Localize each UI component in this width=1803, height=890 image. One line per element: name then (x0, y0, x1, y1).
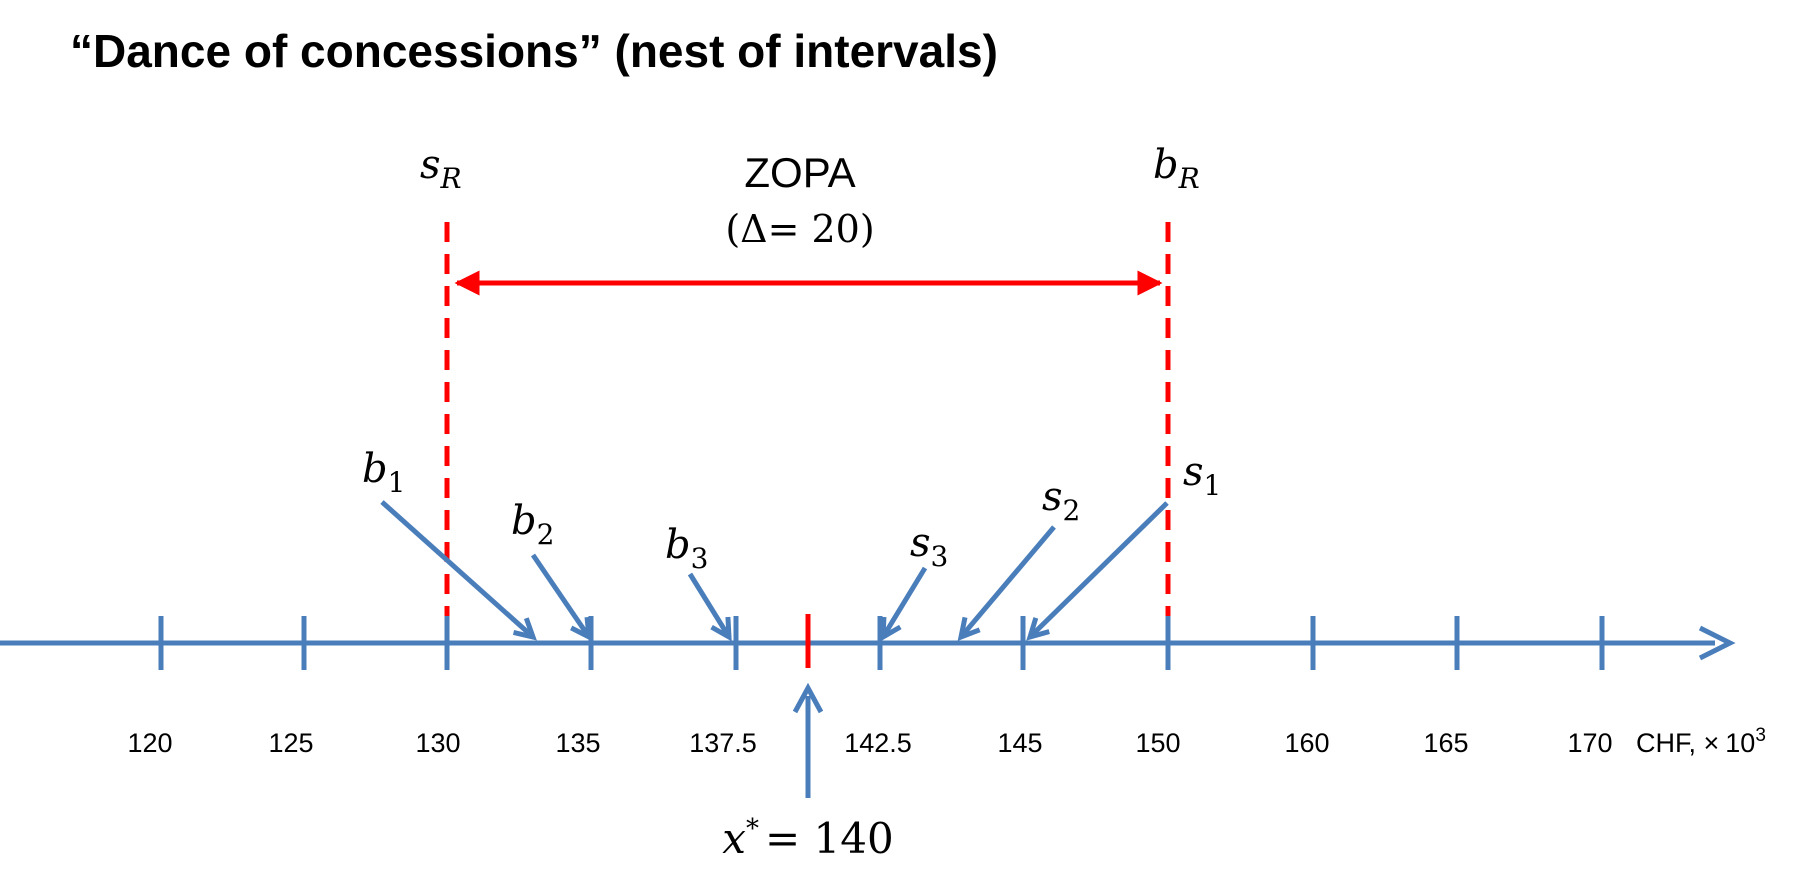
offer-arrow-b1 (380, 500, 535, 639)
buyer-reservation-label: bR (1153, 142, 1200, 195)
offer-arrowhead-b1 (512, 617, 537, 641)
slide-title: “Dance of concessions” (nest of interval… (70, 25, 998, 77)
offer-label-s1: s1 (1183, 449, 1221, 502)
offer-label-b1: b1 (362, 446, 405, 499)
offer-arrowhead-b3 (710, 616, 732, 642)
solution-label: x* = 140 (722, 814, 893, 863)
offer-arrow-s2 (959, 525, 1056, 639)
axis-tick-label-145: 145 (997, 728, 1042, 758)
offer-arrows: b1 b2 b3 s3 s2 s1 (362, 446, 1221, 642)
axis-ticks (158, 616, 1605, 670)
offer-label-b2: b2 (511, 498, 554, 551)
axis-tick-label-135: 135 (555, 728, 600, 758)
offer-label-b3: b3 (665, 522, 708, 575)
offer-arrowhead-s3 (880, 616, 902, 642)
number-line-arrowhead (1698, 625, 1736, 661)
axis-tick-label-160: 160 (1284, 728, 1329, 758)
axis-tick-label-125: 125 (268, 728, 313, 758)
offer-arrow-b3 (687, 572, 732, 639)
zopa-delta: (Δ= 20) (725, 207, 874, 251)
offer-arrow-b2 (530, 553, 592, 639)
offer-arrow-s1 (1028, 501, 1169, 639)
axis-tick-label-137.5: 137.5 (689, 728, 757, 758)
offer-label-s2: s2 (1042, 474, 1080, 527)
offer-arrowhead-s1 (1026, 617, 1050, 641)
axis-tick-label-130: 130 (415, 728, 460, 758)
axis-tick-label-120: 120 (127, 728, 172, 758)
axis-unit-label: CHF, × 103 (1636, 725, 1766, 758)
offer-arrowhead-s2 (957, 616, 981, 641)
axis-tick-label-150: 150 (1135, 728, 1180, 758)
seller-reservation-label: sR (420, 142, 462, 195)
axis-tick-label-142.5: 142.5 (844, 728, 912, 758)
axis-tick-labels: 120 125 130 135 137.5 142.5 145 150 160 165 170 (127, 728, 1612, 758)
axis-tick-label-165: 165 (1423, 728, 1468, 758)
solution-arrowhead (792, 682, 824, 714)
offer-label-s3: s3 (910, 520, 948, 573)
zopa-label: ZOPA (744, 149, 855, 196)
offer-arrow-s3 (880, 566, 928, 639)
offer-arrowhead-b2 (570, 616, 592, 642)
axis-tick-label-170: 170 (1567, 728, 1612, 758)
